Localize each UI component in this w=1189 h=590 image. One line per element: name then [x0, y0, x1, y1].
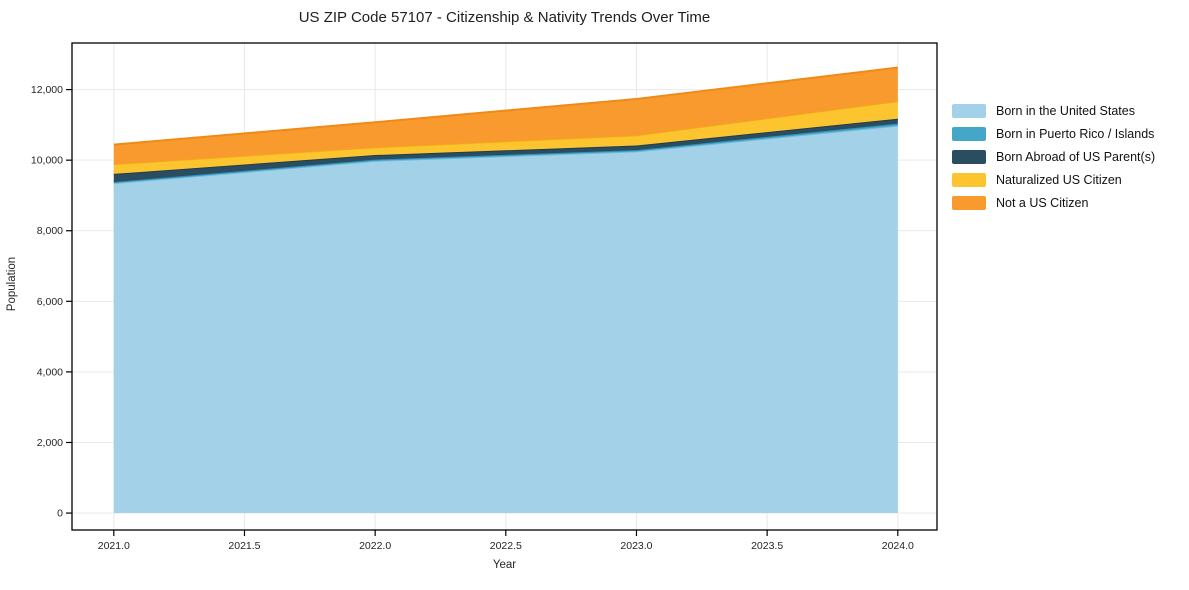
x-axis-label: Year: [492, 559, 517, 571]
legend-label: Born in Puerto Rico / Islands: [996, 127, 1155, 141]
x-tick-label: 2021.5: [228, 540, 260, 552]
area-series-edge: [113, 66, 898, 146]
y-tick-label: 10,000: [31, 155, 63, 167]
y-tick-label: 4,000: [37, 366, 63, 378]
y-tick-label: 12,000: [31, 84, 63, 96]
legend-swatch: [952, 127, 986, 141]
y-tick-label: 8,000: [37, 225, 63, 237]
legend-label: Not a US Citizen: [996, 196, 1089, 210]
area-series: [113, 101, 898, 174]
legend-swatch: [952, 173, 986, 187]
x-tick-label: 2022.5: [490, 540, 522, 552]
legend-label: Born Abroad of US Parent(s): [996, 150, 1156, 164]
y-tick-label: 2,000: [37, 437, 63, 449]
y-tick-label: 6,000: [37, 296, 63, 308]
x-tick-label: 2021.0: [98, 540, 130, 552]
legend-item: Naturalized US Citizen: [952, 173, 1155, 187]
legend-label: Naturalized US Citizen: [996, 173, 1122, 187]
x-tick-label: 2024.0: [882, 540, 914, 552]
legend-swatch: [952, 150, 986, 164]
legend-label: Born in the United States: [996, 104, 1135, 118]
legend-item: Born in the United States: [952, 104, 1155, 118]
legend-item: Born Abroad of US Parent(s): [952, 150, 1155, 164]
legend: Born in the United States Born in Puerto …: [952, 104, 1155, 210]
legend-item: Not a US Citizen: [952, 196, 1155, 210]
y-tick-label: 0: [57, 508, 63, 520]
legend-swatch: [952, 196, 986, 210]
legend-swatch: [952, 104, 986, 118]
area-series: [113, 125, 898, 514]
legend-item: Born in Puerto Rico / Islands: [952, 127, 1155, 141]
chart-title: US ZIP Code 57107 - Citizenship & Nativi…: [298, 9, 711, 26]
x-tick-label: 2023.0: [620, 540, 652, 552]
x-tick-label: 2022.0: [359, 540, 391, 552]
axes-spines: [71, 42, 938, 531]
x-tick-label: 2023.5: [751, 540, 783, 552]
